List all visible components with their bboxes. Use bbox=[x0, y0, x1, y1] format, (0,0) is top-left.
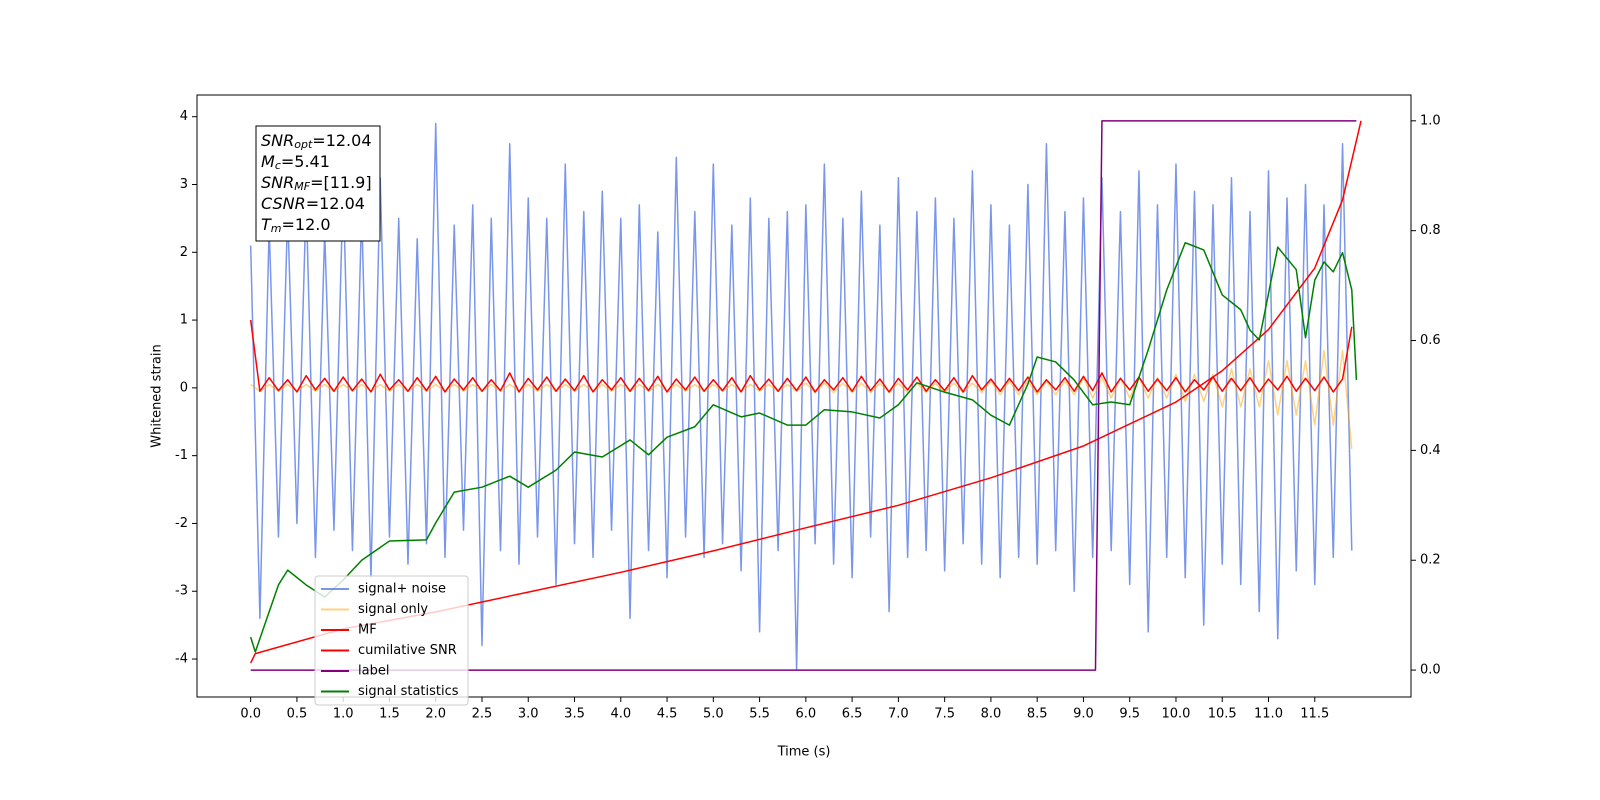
annotation-symbol: SNR bbox=[261, 173, 294, 192]
x-tick-label: 8.5 bbox=[1027, 707, 1048, 722]
y-tick-label: -1 bbox=[175, 448, 188, 463]
legend-label: signal+ noise bbox=[358, 582, 446, 597]
annotation-frame bbox=[255, 125, 381, 242]
x-tick-label: 9.5 bbox=[1119, 707, 1140, 722]
x-tick-label: 11.5 bbox=[1300, 707, 1329, 722]
x-tick-label: 1.5 bbox=[379, 707, 400, 722]
y-tick-label: -4 bbox=[175, 652, 188, 667]
annotation-symbol: SNR bbox=[261, 131, 294, 150]
annotation: SNRopt=12.04 bbox=[261, 131, 372, 152]
legend-label: label bbox=[358, 664, 389, 679]
x-tick-label: 3.5 bbox=[564, 707, 585, 722]
legend-label: signal only bbox=[358, 602, 428, 617]
y-tick-label: 4 bbox=[180, 109, 188, 124]
annotation-value: =[11.9] bbox=[310, 173, 372, 192]
x-tick-label: 5.5 bbox=[749, 707, 770, 722]
legend: signal+ noise signal only MF cumilative SNR… bbox=[314, 575, 469, 706]
x-tick-label: 10.5 bbox=[1208, 707, 1237, 722]
annotation: Tm=12.0 bbox=[261, 215, 331, 236]
y-tick-label: -2 bbox=[175, 516, 188, 531]
x-tick-label: 5.0 bbox=[703, 707, 724, 722]
annotation-subscript: MF bbox=[294, 180, 310, 193]
x-tick-label: 2.5 bbox=[472, 707, 493, 722]
x-tick-label: 4.0 bbox=[610, 707, 631, 722]
series-line bbox=[250, 120, 1357, 671]
annotation: SNRMF=[11.9] bbox=[261, 173, 372, 194]
annotation-value: =12.0 bbox=[282, 215, 331, 234]
x-tick-label: 3.0 bbox=[518, 707, 539, 722]
y-axis-label: Whitened strain bbox=[150, 344, 165, 447]
y2-tick-label: 0.2 bbox=[1420, 553, 1441, 568]
annotation-symbol: T bbox=[261, 215, 272, 234]
x-tick-label: 2.0 bbox=[425, 707, 446, 722]
y2-tick-label: 0.8 bbox=[1420, 223, 1441, 238]
series-line bbox=[249, 319, 1353, 393]
legend-label: cumilative SNR bbox=[358, 643, 457, 658]
y-tick-label: 1 bbox=[180, 313, 188, 328]
annotation-value: =12.04 bbox=[306, 194, 365, 213]
legend-label: MF bbox=[358, 623, 377, 638]
series-line bbox=[249, 122, 1353, 670]
legend-frame bbox=[314, 575, 469, 706]
series-line bbox=[249, 242, 1358, 653]
y2-tick-label: 0.0 bbox=[1420, 663, 1441, 678]
annotation-symbol: M bbox=[261, 152, 275, 171]
annotation: CSNR=12.04 bbox=[261, 194, 365, 213]
x-tick-label: 4.5 bbox=[657, 707, 678, 722]
x-tick-label: 8.0 bbox=[981, 707, 1002, 722]
x-tick-label: 11.0 bbox=[1254, 707, 1283, 722]
y2-tick-label: 0.4 bbox=[1420, 443, 1441, 458]
annotation: Mc=5.41 bbox=[261, 152, 330, 173]
y2-tick-label: 0.6 bbox=[1420, 333, 1441, 348]
y-tick-label: 0 bbox=[180, 380, 188, 395]
annotation-box: SNRopt=12.04Mc=5.41SNRMF=[11.9]CSNR=12.0… bbox=[255, 125, 381, 242]
x-tick-label: 1.0 bbox=[333, 707, 354, 722]
annotation-symbol: CSNR bbox=[261, 194, 306, 213]
y-tick-label: 2 bbox=[180, 245, 188, 260]
annotation-subscript: m bbox=[271, 222, 282, 235]
x-tick-label: 7.0 bbox=[888, 707, 909, 722]
x-tick-label: 6.0 bbox=[796, 707, 817, 722]
legend-label: signal statistics bbox=[358, 684, 459, 699]
x-tick-label: 0.0 bbox=[240, 707, 261, 722]
x-tick-label: 10.0 bbox=[1161, 707, 1190, 722]
axes-frame bbox=[196, 94, 1412, 698]
y-tick-label: 3 bbox=[180, 177, 188, 192]
annotation-subscript: opt bbox=[294, 138, 313, 151]
x-tick-label: 7.5 bbox=[934, 707, 955, 722]
x-tick-label: 6.5 bbox=[842, 707, 863, 722]
x-axis-label: Time (s) bbox=[777, 745, 831, 760]
y2-tick-label: 1.0 bbox=[1420, 113, 1441, 128]
x-tick-label: 9.0 bbox=[1073, 707, 1094, 722]
y-tick-label: -3 bbox=[175, 584, 188, 599]
annotation-value: =12.04 bbox=[312, 131, 371, 150]
annotation-subscript: c bbox=[275, 159, 281, 172]
annotation-value: =5.41 bbox=[281, 152, 330, 171]
series-line bbox=[250, 349, 1353, 449]
x-tick-label: 0.5 bbox=[287, 707, 308, 722]
